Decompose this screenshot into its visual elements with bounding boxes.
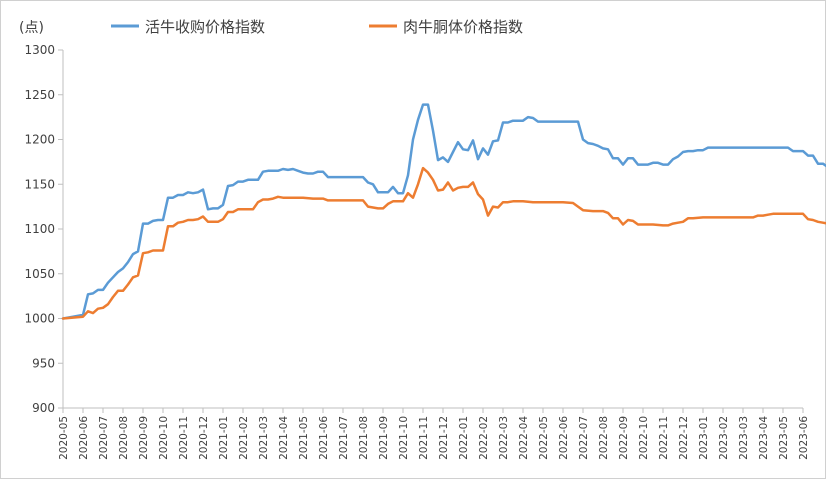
y-tick-label: 1300	[24, 43, 55, 57]
x-tick-label: 2022-02	[478, 416, 490, 460]
legend: 活牛收购价格指数 肉牛胴体价格指数	[111, 18, 523, 36]
x-tick-label: 2023-03	[738, 416, 750, 460]
y-tick-label: 900	[32, 401, 55, 415]
x-tick-label: 2023-02	[718, 416, 730, 460]
x-tick-label: 2022-05	[538, 416, 550, 460]
x-tick-label: 2022-08	[598, 416, 610, 460]
x-tick-label: 2023-01	[698, 416, 710, 460]
x-tick-label: 2022-07	[578, 416, 590, 460]
x-tick-label: 2023-04	[758, 416, 770, 460]
x-tick-label: 2021-01	[218, 416, 230, 460]
legend-label-2: 肉牛胴体价格指数	[403, 18, 523, 36]
x-tick-label: 2021-08	[358, 416, 370, 460]
x-tick-label: 2023-06	[798, 416, 810, 460]
x-tick-label: 2020-10	[158, 416, 170, 460]
series-line-1	[61, 103, 826, 320]
y-tick-label: 950	[32, 356, 55, 370]
x-tick-label: 2022-11	[658, 416, 670, 460]
legend-label-1: 活牛收购价格指数	[145, 18, 265, 36]
x-tick-label: 2022-01	[458, 416, 470, 460]
x-tick-label: 2021-03	[258, 416, 270, 460]
x-tick-label: 2020-08	[118, 416, 130, 460]
y-tick-label: 1250	[24, 88, 55, 102]
x-tick-label: 2021-09	[378, 416, 390, 460]
x-tick-label: 2021-07	[338, 416, 350, 460]
y-tick-label: 1050	[24, 267, 55, 281]
x-tick-label: 2022-10	[638, 416, 650, 460]
y-tick-label: 1100	[24, 222, 55, 236]
x-tick-label: 2021-04	[278, 416, 290, 460]
x-tick-label: 2022-04	[518, 416, 530, 460]
y-tick-label: 1000	[24, 312, 55, 326]
x-tick-label: 2022-12	[678, 416, 690, 460]
x-tick-label: 2020-09	[138, 416, 150, 460]
x-tick-label: 2021-10	[398, 416, 410, 460]
y-tick-label: 1150	[24, 177, 55, 191]
x-axis: 2020-05 2020-06 2020-07 2020-08 2020-09 2020-…	[58, 407, 810, 460]
x-tick-label: 2020-07	[98, 416, 110, 460]
series-group	[61, 103, 826, 320]
x-tick-label: 2022-06	[558, 416, 570, 460]
x-tick-label: 2021-05	[298, 416, 310, 460]
x-tick-label: 2020-05	[58, 416, 70, 460]
series-line-2	[61, 166, 826, 320]
x-tick-label: 2020-11	[178, 416, 190, 460]
x-tick-label: 2020-06	[78, 416, 90, 460]
x-tick-label: 2021-12	[438, 416, 450, 460]
x-tick-label: 2022-09	[618, 416, 630, 460]
x-tick-label: 2023-05	[778, 416, 790, 460]
x-tick-label: 2020-12	[198, 416, 210, 460]
x-tick-label: 2022-03	[498, 416, 510, 460]
y-axis-label: (点)	[19, 20, 44, 36]
y-axis: 900 950 1000 1050 1100 1150 1200 1250 1300	[24, 43, 64, 415]
x-tick-label: 2021-02	[238, 416, 250, 460]
y-tick-label: 1200	[24, 133, 55, 147]
x-tick-label: 2021-11	[418, 416, 430, 460]
x-tick-label: 2021-06	[318, 416, 330, 460]
